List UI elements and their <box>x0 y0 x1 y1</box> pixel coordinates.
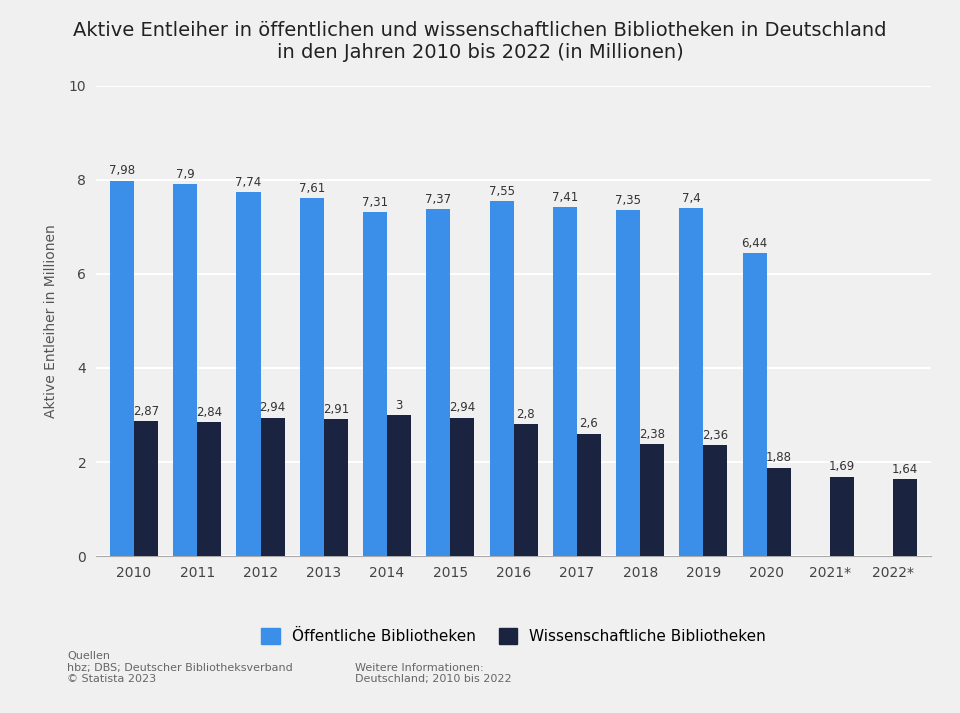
Bar <box>363 212 387 556</box>
Text: 2,8: 2,8 <box>516 408 535 421</box>
Text: 2,84: 2,84 <box>196 406 223 419</box>
Text: 3: 3 <box>396 399 403 411</box>
Bar <box>236 192 260 556</box>
Text: Aktive Entleiher in öffentlichen und wissenschaftlichen Bibliotheken in Deutschl: Aktive Entleiher in öffentlichen und wis… <box>73 21 887 63</box>
Text: 2,94: 2,94 <box>449 401 475 414</box>
Text: 7,31: 7,31 <box>362 196 388 209</box>
Text: 2,36: 2,36 <box>703 429 729 442</box>
Text: 7,41: 7,41 <box>552 191 578 204</box>
Bar <box>767 468 791 556</box>
Legend: Öffentliche Bibliotheken, Wissenschaftliche Bibliotheken: Öffentliche Bibliotheken, Wissenschaftli… <box>253 621 774 652</box>
Bar <box>577 434 601 556</box>
Bar <box>426 210 450 556</box>
Bar <box>616 210 640 556</box>
Text: 7,35: 7,35 <box>615 194 641 207</box>
Text: 7,61: 7,61 <box>299 182 324 195</box>
Bar <box>450 418 474 556</box>
Bar <box>743 253 767 556</box>
Text: 6,44: 6,44 <box>741 237 768 250</box>
Text: 7,37: 7,37 <box>425 193 451 206</box>
Text: Weitere Informationen:
Deutschland; 2010 bis 2022: Weitere Informationen: Deutschland; 2010… <box>355 663 512 684</box>
Bar <box>300 198 324 556</box>
Text: 2,6: 2,6 <box>580 418 598 431</box>
Text: 7,55: 7,55 <box>489 185 515 198</box>
Text: 7,98: 7,98 <box>108 164 135 178</box>
Bar <box>830 476 854 556</box>
Bar <box>893 479 918 556</box>
Text: 1,88: 1,88 <box>766 451 792 464</box>
Text: 7,74: 7,74 <box>235 175 262 189</box>
Bar <box>197 423 221 556</box>
Text: 7,4: 7,4 <box>682 192 701 205</box>
Bar <box>134 421 158 556</box>
Bar <box>514 424 538 556</box>
Bar <box>109 180 134 556</box>
Bar <box>704 445 728 556</box>
Text: 7,9: 7,9 <box>176 168 195 181</box>
Bar <box>387 415 411 556</box>
Bar <box>640 444 664 556</box>
Text: 2,38: 2,38 <box>639 428 665 441</box>
Bar <box>490 201 514 556</box>
Bar <box>553 207 577 556</box>
Text: 2,94: 2,94 <box>259 401 286 414</box>
Bar <box>260 418 284 556</box>
Bar <box>680 208 704 556</box>
Y-axis label: Aktive Entleiher in Millionen: Aktive Entleiher in Millionen <box>43 224 58 418</box>
Text: Quellen
hbz; DBS; Deutscher Bibliotheksverband
© Statista 2023: Quellen hbz; DBS; Deutscher Bibliotheksv… <box>67 651 293 684</box>
Text: 2,91: 2,91 <box>323 403 348 416</box>
Text: 2,87: 2,87 <box>132 405 159 418</box>
Bar <box>173 185 197 556</box>
Bar <box>324 419 348 556</box>
Text: 1,64: 1,64 <box>892 463 919 476</box>
Text: 1,69: 1,69 <box>828 461 855 473</box>
